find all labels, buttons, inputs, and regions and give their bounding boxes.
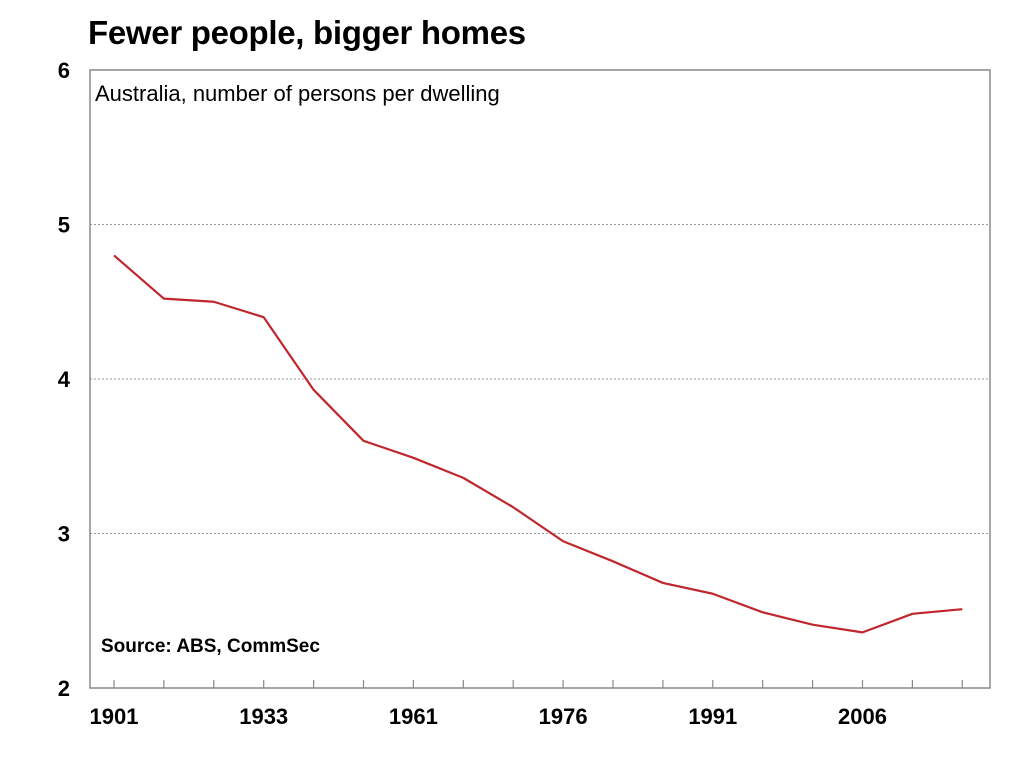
x-tick-label: 1901: [90, 704, 139, 729]
y-tick-label: 5: [58, 213, 70, 238]
y-tick-label: 3: [58, 522, 70, 547]
x-tick-label: 1961: [389, 704, 438, 729]
y-tick-label: 2: [58, 676, 70, 701]
plot-frame: [89, 69, 991, 689]
gridlines: [90, 224, 990, 534]
x-tick-label: 1933: [239, 704, 288, 729]
y-axis: 2 3 4 5 6: [58, 58, 71, 701]
series-group: [113, 254, 963, 634]
x-tick-label: 2006: [838, 704, 887, 729]
y-tick-label: 4: [58, 367, 71, 392]
x-tick-label: 1976: [539, 704, 588, 729]
source-note: Source: ABS, CommSec: [101, 636, 320, 657]
chart-title: Fewer people, bigger homes: [88, 14, 526, 51]
y-tick-label: 6: [58, 58, 70, 83]
chart-subtitle: Australia, number of persons per dwellin…: [95, 81, 500, 106]
x-axis: 1901 1933 1961 1976 1991 2006: [90, 680, 963, 729]
series-line: [113, 254, 963, 634]
x-tick-label: 1991: [688, 704, 737, 729]
